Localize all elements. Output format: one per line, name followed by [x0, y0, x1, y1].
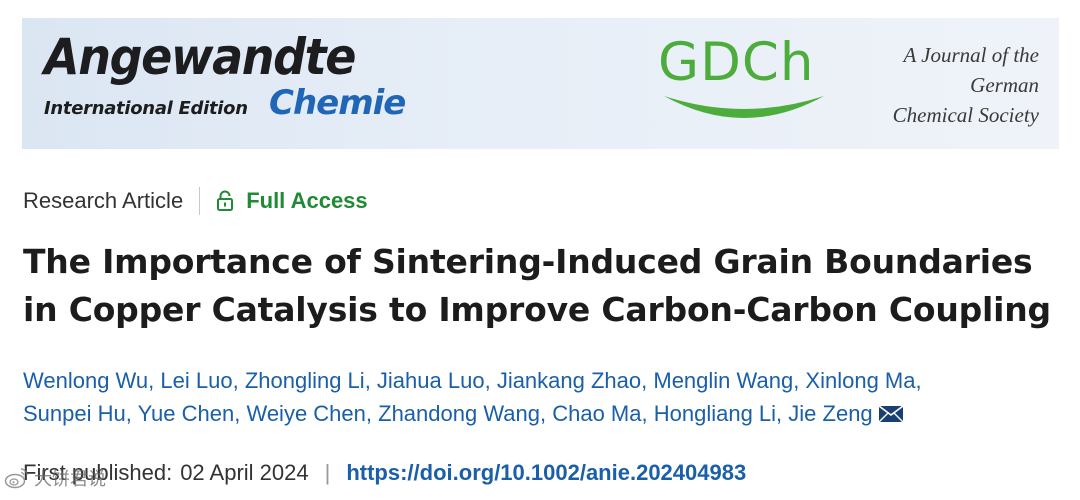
article-title-line: The Importance of Sintering-Induced Grai… [23, 242, 1033, 281]
journal-logo-chemie: Chemie [269, 83, 406, 123]
author-link[interactable]: Zhongling Li [244, 368, 365, 393]
society-tagline-line: German [970, 73, 1039, 97]
journal-logo-edition: International Edition [44, 98, 248, 119]
article-title-line: in Copper Catalysis to Improve Carbon-Ca… [23, 290, 1051, 329]
article-title: The Importance of Sintering-Induced Grai… [23, 238, 1073, 334]
author-list: Wenlong Wu, Lei Luo, Zhongling Li, Jiahu… [23, 364, 1063, 430]
first-published-label: First published: [23, 460, 173, 485]
article-meta: Research Article Full Access [23, 186, 368, 216]
author-link[interactable]: Chao Ma [552, 401, 642, 426]
doi-link[interactable]: https://doi.org/10.1002/anie.202404983 [346, 460, 747, 485]
gdch-arc-icon [664, 96, 824, 118]
author-link[interactable]: Wenlong Wu [23, 368, 149, 393]
author-link[interactable]: Lei Luo [160, 368, 233, 393]
author-link[interactable]: Menglin Wang [653, 368, 794, 393]
article-type: Research Article [23, 188, 184, 213]
envelope-icon[interactable] [878, 406, 903, 422]
journal-logo-angewandte: Angewandte [44, 28, 356, 86]
lock-open-icon [217, 190, 234, 211]
author-link[interactable]: Weiye Chen [246, 401, 366, 426]
meta-divider [199, 187, 201, 215]
weibo-icon [4, 468, 28, 489]
author-link[interactable]: Zhandong Wang [378, 401, 540, 426]
watermark-text: 大饼君说 [34, 469, 106, 490]
gdch-logo-text: GDCh [658, 32, 815, 93]
author-link[interactable]: Hongliang Li [653, 401, 777, 426]
publication-date: 02 April 2024 [180, 460, 309, 485]
watermark: 大饼君说 [4, 465, 106, 491]
society-tagline-line: A Journal of the [903, 43, 1039, 67]
author-link[interactable]: Jiahua Luo [376, 368, 485, 393]
society-tagline: A Journal of the German Chemical Society [819, 40, 1039, 130]
publication-separator: | [324, 460, 331, 485]
journal-banner[interactable]: Angewandte International Edition Chemie … [22, 18, 1059, 149]
society-tagline-line: Chemical Society [892, 103, 1039, 127]
author-link[interactable]: Jiankang Zhao [496, 368, 642, 393]
author-link[interactable]: Yue Chen [137, 401, 235, 426]
gdch-logo: GDCh [658, 36, 828, 136]
author-line: Sunpei Hu, Yue Chen, Weiye Chen, Zhandon… [23, 397, 1063, 430]
author-link-corresponding[interactable]: Jie Zeng [788, 401, 873, 426]
author-link[interactable]: Sunpei Hu [23, 401, 126, 426]
author-line: Wenlong Wu, Lei Luo, Zhongling Li, Jiahu… [23, 368, 922, 393]
full-access-label: Full Access [246, 188, 368, 213]
publication-info: First published: 02 April 2024 | https:/… [23, 458, 746, 488]
author-link[interactable]: Xinlong Ma [805, 368, 916, 393]
